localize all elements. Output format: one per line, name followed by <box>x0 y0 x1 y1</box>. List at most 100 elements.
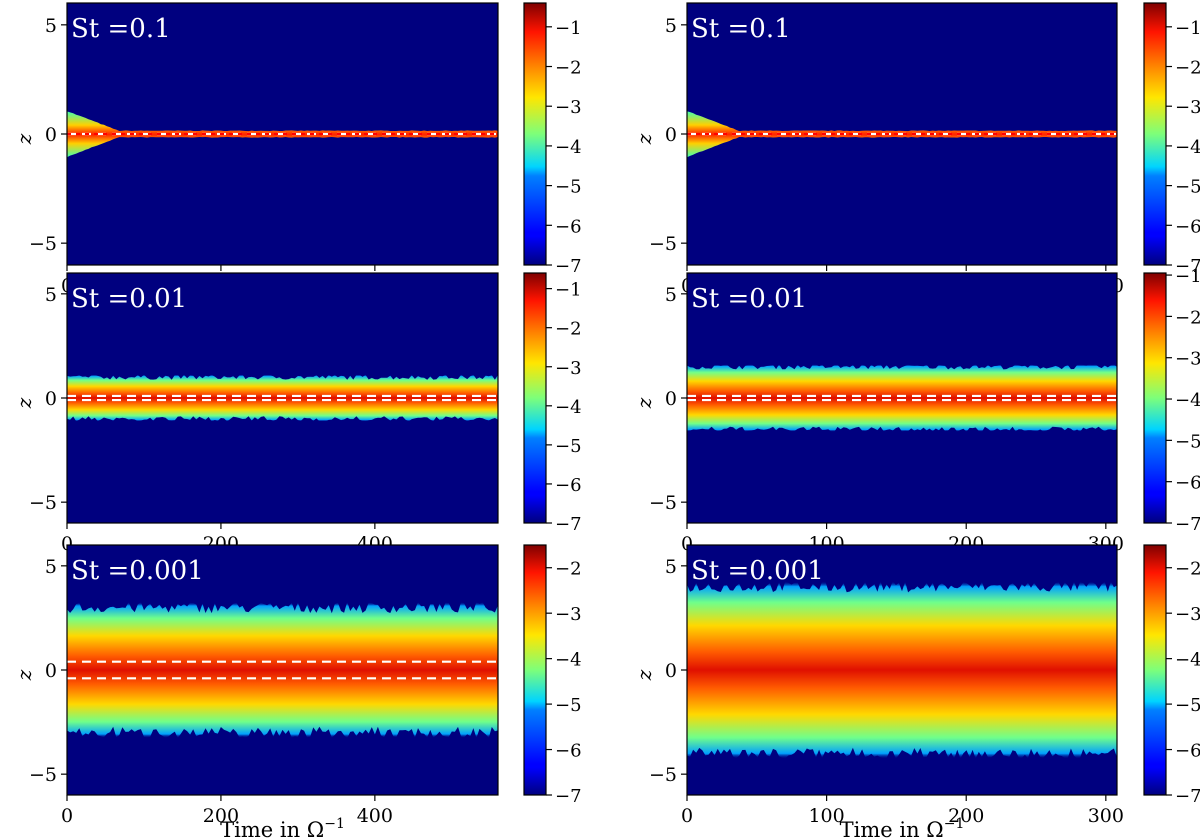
colorbar-tick-label: −2 <box>555 559 582 580</box>
colorbar-tick-label: −6 <box>1175 741 1200 762</box>
x-axis-label-text: Time in <box>220 818 307 839</box>
stokes-label: St =0.01 <box>691 284 807 314</box>
y-tick-label: −5 <box>29 233 57 255</box>
colorbar-tick-label: −7 <box>1175 256 1200 277</box>
colorbar-tick-label: −7 <box>1175 786 1200 807</box>
x-tick-label: 300 <box>1088 805 1124 827</box>
x-tick-label: 100 <box>808 805 844 827</box>
y-tick-label: 0 <box>45 388 57 410</box>
stokes-label: St =0.1 <box>71 14 171 44</box>
colorbar-tick-label: −5 <box>555 695 582 716</box>
x-tick-label: 200 <box>203 805 239 827</box>
colorbar-tick-label: −2 <box>555 58 582 79</box>
x-axis-label: Time in Ω−1 <box>220 816 345 839</box>
colorbar-tick-label: −3 <box>1175 604 1200 625</box>
x-tick-label: 200 <box>948 805 984 827</box>
colorbar <box>1143 2 1167 266</box>
y-tick-label: 5 <box>45 15 57 37</box>
y-tick-label: −5 <box>649 492 677 514</box>
y-axis-label: z <box>632 397 656 409</box>
colorbar-tick-label: −6 <box>555 216 582 237</box>
colorbar-tick-label: −3 <box>1175 97 1200 118</box>
x-tick-label: 0 <box>61 805 73 827</box>
stokes-label: St =0.1 <box>691 14 791 44</box>
colorbar-tick-label: −3 <box>555 97 582 118</box>
x-axis-label-exponent: −1 <box>324 816 345 832</box>
y-tick-label: 5 <box>665 556 677 578</box>
x-axis-label: Time in Ω−1 <box>840 816 965 839</box>
y-axis-label: z <box>12 669 36 681</box>
y-tick-label: 0 <box>45 124 57 146</box>
y-tick-label: 0 <box>665 124 677 146</box>
colorbar-tick-label: −7 <box>1175 514 1200 535</box>
colorbar-tick-label: −6 <box>555 475 582 496</box>
colorbar-tick-label: −3 <box>555 604 582 625</box>
colorbar-tick-label: −7 <box>555 514 582 535</box>
colorbar <box>523 544 547 796</box>
colorbar <box>1143 272 1167 524</box>
colorbar-tick-label: −1 <box>1175 266 1200 287</box>
colorbar-tick-label: −1 <box>1175 18 1200 39</box>
colorbar-tick-label: −6 <box>1175 473 1200 494</box>
y-axis-label: z <box>632 133 656 145</box>
colorbar-tick-label: −4 <box>555 650 582 671</box>
colorbar-tick-label: −4 <box>1175 390 1200 411</box>
x-axis-label-exponent: −1 <box>944 816 965 832</box>
colorbar-tick-label: −4 <box>1175 650 1200 671</box>
y-axis-label: z <box>12 133 36 145</box>
colorbar-tick-label: −2 <box>1175 58 1200 79</box>
x-axis-label-unit: Ω <box>926 818 943 839</box>
dust-layer <box>687 364 1117 432</box>
x-tick-label: 0 <box>681 805 693 827</box>
colorbar-tick-label: −5 <box>1175 177 1200 198</box>
x-tick-label: 400 <box>357 805 393 827</box>
x-axis-label-unit: Ω <box>307 818 324 839</box>
y-tick-label: −5 <box>649 233 677 255</box>
y-axis-label: z <box>632 669 656 681</box>
colorbar-tick-label: −5 <box>555 177 582 198</box>
colorbar <box>523 2 547 266</box>
colorbar-tick-label: −4 <box>1175 137 1200 158</box>
dust-layer <box>687 581 1117 759</box>
y-tick-label: 0 <box>45 660 57 682</box>
y-tick-label: 5 <box>45 556 57 578</box>
colorbar-tick-label: −1 <box>555 280 582 301</box>
colorbar-tick-label: −2 <box>1175 307 1200 328</box>
colorbar-tick-label: −5 <box>1175 431 1200 452</box>
colorbar-tick-label: −3 <box>1175 349 1200 370</box>
colorbar-tick-label: −7 <box>555 256 582 277</box>
y-tick-label: −5 <box>649 764 677 786</box>
colorbar-tick-label: −1 <box>555 18 582 39</box>
y-tick-label: 0 <box>665 660 677 682</box>
dust-layer <box>67 601 498 739</box>
colorbar-tick-label: −6 <box>1175 216 1200 237</box>
stokes-label: St =0.01 <box>71 284 187 314</box>
stokes-label: St =0.001 <box>71 556 204 586</box>
y-tick-label: 5 <box>665 284 677 306</box>
y-axis-label: z <box>12 397 36 409</box>
colorbar-tick-label: −5 <box>555 436 582 457</box>
colorbar-tick-label: −2 <box>1175 559 1200 580</box>
colorbar <box>523 272 547 524</box>
colorbar-tick-label: −3 <box>555 358 582 379</box>
colorbar-tick-label: −4 <box>555 397 582 418</box>
x-axis-label-text: Time in <box>840 818 927 839</box>
y-tick-label: −5 <box>29 764 57 786</box>
colorbar <box>1143 544 1167 796</box>
y-tick-label: 5 <box>45 284 57 306</box>
y-tick-label: −5 <box>29 492 57 514</box>
y-tick-label: 5 <box>665 15 677 37</box>
stokes-label: St =0.001 <box>691 556 824 586</box>
y-tick-label: 0 <box>665 388 677 410</box>
colorbar-tick-label: −2 <box>555 319 582 340</box>
dust-layer <box>67 374 498 422</box>
colorbar-tick-label: −6 <box>555 741 582 762</box>
colorbar-tick-label: −5 <box>1175 695 1200 716</box>
